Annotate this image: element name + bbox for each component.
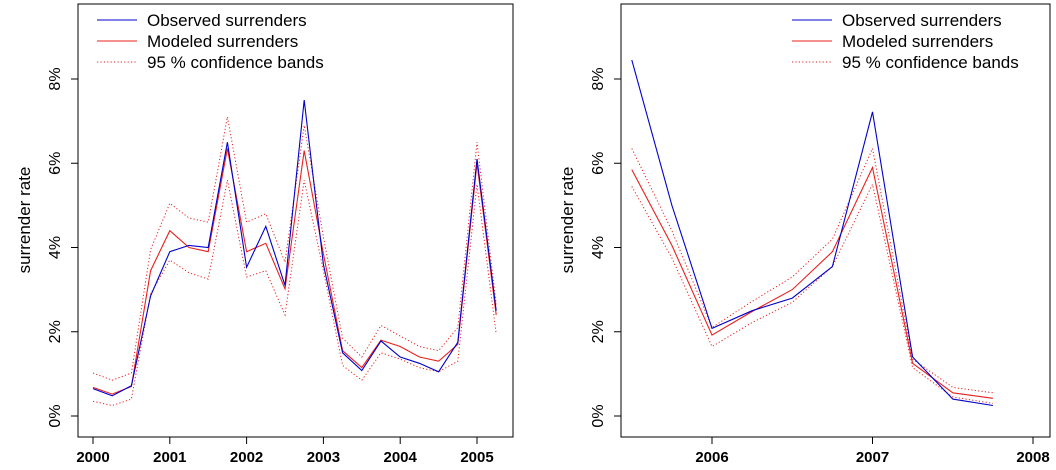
x-tick-label: 2005 (460, 449, 493, 466)
observed-surrenders-line (92, 100, 497, 397)
x-tick-label: 2007 (856, 449, 889, 466)
observed-surrenders-line (631, 59, 993, 407)
plot-frame (77, 3, 514, 438)
y-tick-label: 2% (590, 320, 607, 343)
legend-label: Modeled surrenders (147, 32, 298, 51)
x-tick-label: 2000 (76, 449, 109, 466)
x-tick-label: 2001 (153, 449, 186, 466)
y-tick-label: 0% (590, 404, 607, 427)
chart-panel-1: 0% 2% 4% 6% 8% surrender rate 2000 2001 2002 2003… (15, 3, 514, 466)
y-axis-title: surrender rate (15, 167, 34, 274)
y-tick-label: 8% (47, 67, 64, 90)
y-tick-label: 6% (47, 152, 64, 175)
plot-frame (620, 3, 1051, 438)
legend-label: 95 % confidence bands (842, 53, 1019, 72)
y-tick-label: 4% (47, 236, 64, 259)
x-tick-label: 2008 (1016, 449, 1049, 466)
legend-label: Observed surrenders (147, 11, 307, 30)
confidence-band-lower-line (92, 179, 497, 407)
modeled-surrenders-line (92, 148, 497, 395)
legend-label: 95 % confidence bands (147, 53, 324, 72)
confidence-band-lower-line (631, 182, 993, 404)
y-tick-label: 4% (590, 236, 607, 259)
legend-label: Observed surrenders (842, 11, 1002, 30)
x-tick-label: 2002 (230, 449, 263, 466)
legend-label: Modeled surrenders (842, 32, 993, 51)
y-tick-label: 6% (590, 152, 607, 175)
y-tick-label: 2% (47, 320, 64, 343)
y-tick-label: 8% (590, 67, 607, 90)
x-tick-label: 2004 (384, 449, 418, 466)
confidence-band-upper-line (92, 116, 497, 381)
confidence-band-upper-line (631, 146, 993, 394)
x-tick-label: 2003 (307, 449, 340, 466)
chart-panel-2: 0% 2% 4% 6% 8% surrender rate 2006 2007 2008 Obse… (558, 3, 1051, 466)
y-axis-title: surrender rate (558, 167, 577, 274)
legend: Observed surrenders Modeled surrenders 95 … (97, 11, 324, 72)
legend: Observed surrenders Modeled surrenders 95 … (792, 11, 1019, 72)
y-tick-label: 0% (47, 404, 64, 427)
x-tick-label: 2006 (695, 449, 728, 466)
